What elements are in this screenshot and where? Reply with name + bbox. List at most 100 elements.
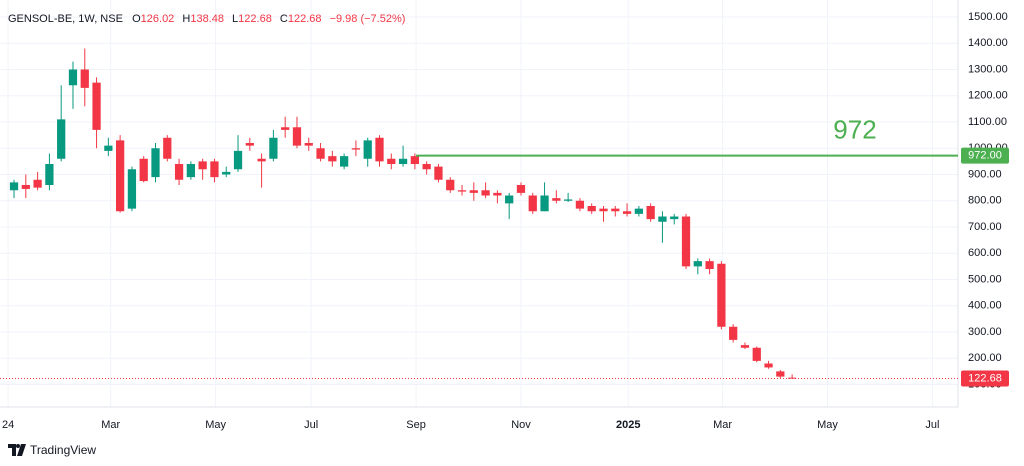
candle-body [92, 82, 101, 130]
candle-body [116, 140, 125, 212]
candle-body [363, 140, 372, 159]
level-tag-label: 972.00 [968, 150, 1002, 162]
candle-body [245, 143, 254, 146]
y-tick-label: 200.00 [968, 352, 1002, 364]
y-tick-label: 1100.00 [968, 116, 1007, 128]
candle-body [587, 206, 596, 212]
candle-body [646, 206, 655, 220]
candle-body [9, 182, 19, 191]
last-price-label: 122.68 [968, 372, 1002, 384]
candle-body [516, 185, 526, 193]
candle-body [469, 190, 478, 193]
candle-body [434, 166, 443, 180]
x-tick-label: May [817, 419, 838, 431]
candle-body [717, 263, 726, 327]
l-label: L [232, 13, 239, 25]
brand: TradingView [30, 443, 97, 457]
y-tick-label: 1300.00 [968, 63, 1008, 75]
candle-body [505, 195, 514, 204]
candle-body [634, 208, 643, 214]
candle-body [233, 150, 243, 170]
candle-body [198, 161, 207, 170]
open-value: 126.02 [140, 13, 175, 25]
y-tick-label: 300.00 [968, 326, 1002, 338]
candle-body [540, 195, 549, 212]
h-label: H [182, 13, 191, 25]
candle-body [764, 363, 773, 368]
candle-body [33, 179, 42, 188]
candle-body [611, 208, 620, 212]
candle-body [446, 179, 455, 191]
level-tag [961, 147, 1009, 164]
y-tick-label: 900.00 [968, 168, 1002, 180]
candle-body [351, 148, 361, 150]
x-tick-label: Sep [406, 419, 426, 431]
candle-body [693, 261, 702, 267]
logo [8, 444, 26, 456]
candle-body [281, 127, 290, 130]
candle-body [752, 347, 761, 361]
candle-body [174, 164, 184, 180]
candle-body [186, 164, 195, 178]
candle-body [740, 345, 750, 348]
candle-body [493, 192, 502, 196]
candle-body [257, 158, 266, 162]
candle-body [528, 195, 537, 212]
high-value: 138.48 [190, 13, 224, 25]
candle-body [210, 161, 219, 178]
o-label: O [132, 13, 141, 25]
y-tick-label: 1500.00 [968, 11, 1008, 23]
candle-body [398, 158, 408, 165]
change: −9.98 (−7.52%) [329, 13, 406, 25]
candle-body [387, 158, 396, 165]
candle-body [151, 148, 160, 178]
candle-body [104, 145, 113, 151]
low-value: 122.68 [238, 13, 272, 25]
y-tick-label: 500.00 [968, 273, 1002, 285]
y-tick-label: 1400.00 [968, 37, 1008, 49]
candle-body [729, 326, 738, 340]
y-tick-label: 400.00 [968, 300, 1002, 312]
candle-body [45, 164, 54, 186]
header: GENSOL-BE, 1W, NSE O126.02 H138.48 L122.… [8, 13, 410, 25]
candle-body [681, 216, 691, 267]
candle-body [658, 216, 667, 222]
candle-body [163, 137, 172, 159]
candle-body [575, 200, 585, 209]
candle-body [292, 127, 302, 146]
c-label: C [279, 13, 288, 25]
candle-body [316, 148, 325, 159]
candle-body [599, 208, 608, 212]
footer: TradingView [8, 443, 96, 457]
x-tick-label: Nov [511, 419, 531, 431]
candle-body [127, 169, 137, 209]
candle-body [304, 143, 313, 146]
candle-body [422, 164, 431, 170]
x-tick-label: Mar [101, 419, 120, 431]
candle-body [269, 137, 278, 159]
candle-body [705, 261, 714, 270]
x-tick-label: 2025 [616, 419, 640, 431]
candle-body [328, 156, 337, 162]
x-tick-label: Jul [304, 419, 318, 431]
y-tick-label: 1200.00 [968, 90, 1008, 102]
y-tick-label: 800.00 [968, 195, 1002, 207]
candle-body [564, 199, 573, 201]
candle-body [139, 158, 148, 182]
y-tick-label: 700.00 [968, 221, 1002, 233]
symbol: GENSOL-BE, 1W, NSE [8, 13, 123, 25]
candle-body [222, 171, 231, 175]
candle-body [80, 69, 89, 88]
candle-body [410, 156, 419, 165]
candle-body [457, 190, 467, 192]
x-tick-label: May [205, 419, 226, 431]
close-value: 122.68 [287, 13, 322, 25]
candle-body [375, 137, 384, 162]
candle-body [481, 190, 490, 196]
x-tick-label: 24 [2, 419, 14, 431]
candle-body [21, 185, 30, 189]
candle-body [670, 216, 679, 220]
x-tick-label: Jul [925, 419, 939, 431]
